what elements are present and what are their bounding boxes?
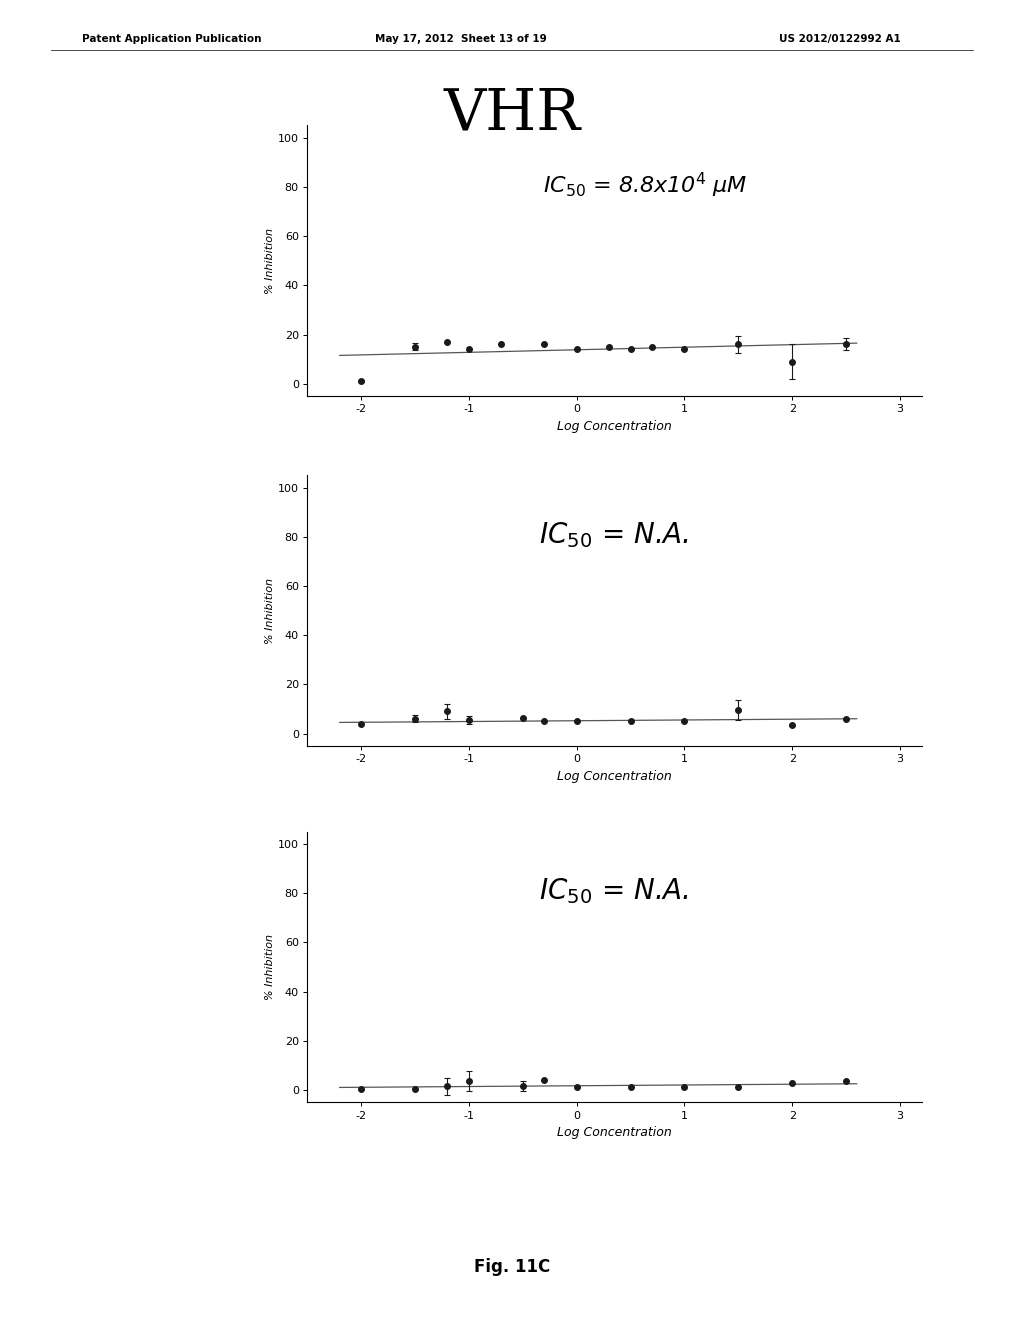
Y-axis label: % Inhibition: % Inhibition [265, 578, 275, 644]
X-axis label: Log Concentration: Log Concentration [557, 420, 672, 433]
Y-axis label: % Inhibition: % Inhibition [265, 227, 275, 294]
Text: IC$_{50}$ = N.A.: IC$_{50}$ = N.A. [540, 876, 689, 906]
Y-axis label: % Inhibition: % Inhibition [265, 935, 275, 1001]
X-axis label: Log Concentration: Log Concentration [557, 1126, 672, 1139]
Text: May 17, 2012  Sheet 13 of 19: May 17, 2012 Sheet 13 of 19 [375, 34, 547, 45]
Text: Patent Application Publication: Patent Application Publication [82, 34, 261, 45]
Text: VHR: VHR [443, 86, 581, 141]
Text: IC$_{50}$ = N.A.: IC$_{50}$ = N.A. [540, 520, 689, 549]
Text: Fig. 11C: Fig. 11C [474, 1258, 550, 1276]
X-axis label: Log Concentration: Log Concentration [557, 770, 672, 783]
Text: US 2012/0122992 A1: US 2012/0122992 A1 [779, 34, 901, 45]
Text: IC$_{50}$ = 8.8x10$^{4}$ μM: IC$_{50}$ = 8.8x10$^{4}$ μM [543, 170, 748, 199]
